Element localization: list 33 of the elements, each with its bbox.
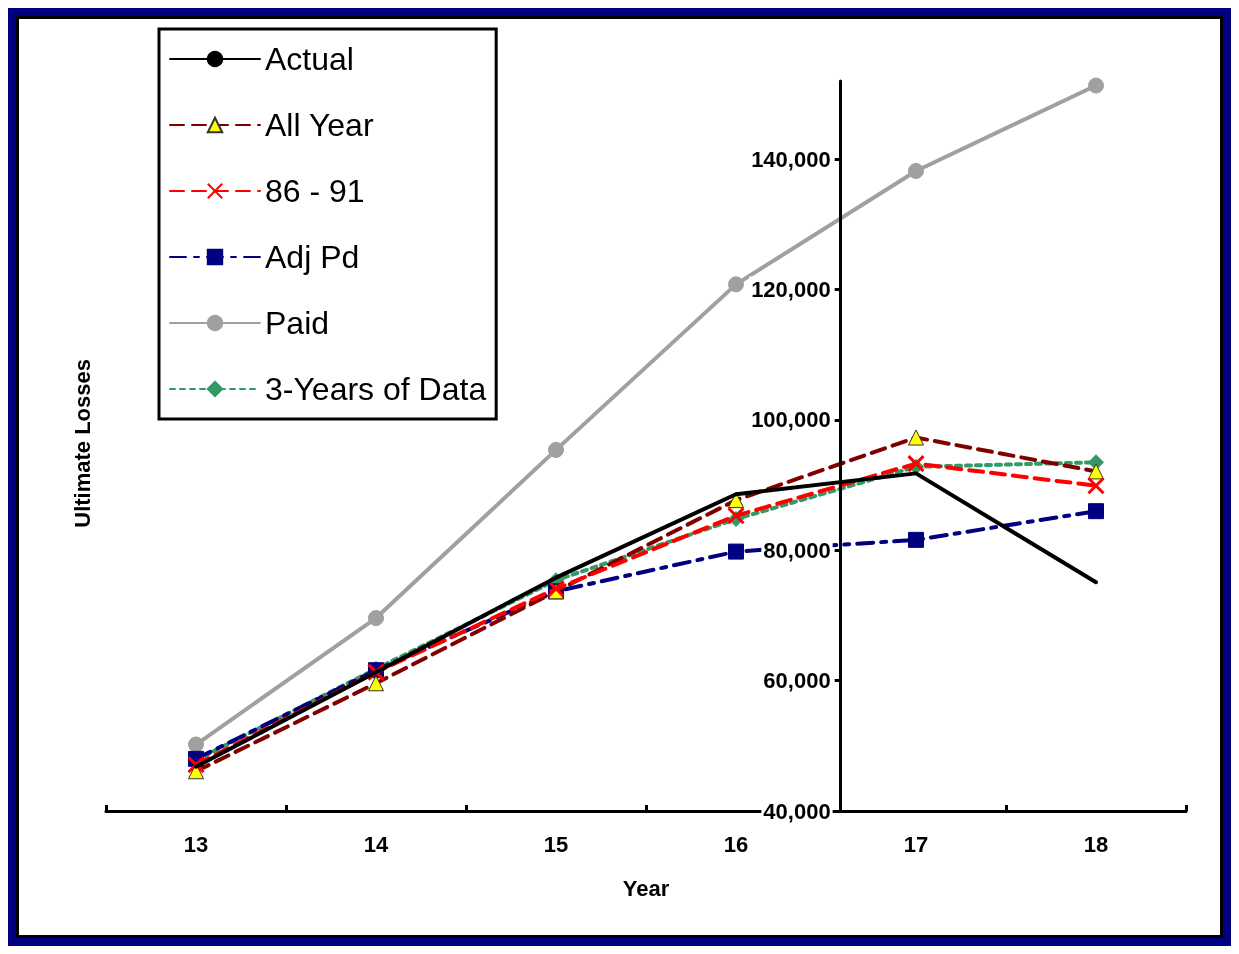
legend-label: Adj Pd: [265, 239, 360, 275]
point: [728, 276, 744, 293]
legend-label: Actual: [265, 41, 354, 77]
y-tick-label: 140,000: [751, 146, 831, 172]
x-tick-label: 17: [903, 831, 929, 857]
x-tick-label: 18: [1083, 831, 1109, 857]
point: [728, 543, 744, 560]
point: [908, 162, 924, 179]
point: [1088, 503, 1104, 520]
y-tick-label: 80,000: [763, 537, 831, 563]
y-axis-title: Ultimate Losses: [69, 358, 95, 528]
legend-label: 86 - 91: [265, 173, 365, 209]
point: [1088, 77, 1104, 94]
y-tick-label: 100,000: [751, 407, 831, 433]
x-tick-label: 13: [183, 831, 209, 857]
legend-label: 3-Years of Data: [265, 371, 487, 407]
legend-label: Paid: [265, 305, 330, 341]
y-tick-label: 40,000: [763, 798, 831, 824]
legend-label: All Year: [265, 107, 374, 143]
point: [727, 506, 745, 525]
point: [1087, 476, 1105, 495]
y-tick-label: 60,000: [763, 668, 831, 694]
point: [547, 579, 565, 598]
x-tick-label: 14: [363, 831, 389, 857]
point: [368, 610, 384, 627]
point: [908, 531, 924, 548]
point: [548, 441, 564, 458]
x-axis-title: Year: [622, 875, 670, 901]
point: [188, 736, 204, 753]
point: [907, 454, 925, 473]
x-tick-label: 15: [543, 831, 569, 857]
y-tick-label: 120,000: [751, 277, 831, 303]
x-tick-label: 16: [723, 831, 749, 857]
